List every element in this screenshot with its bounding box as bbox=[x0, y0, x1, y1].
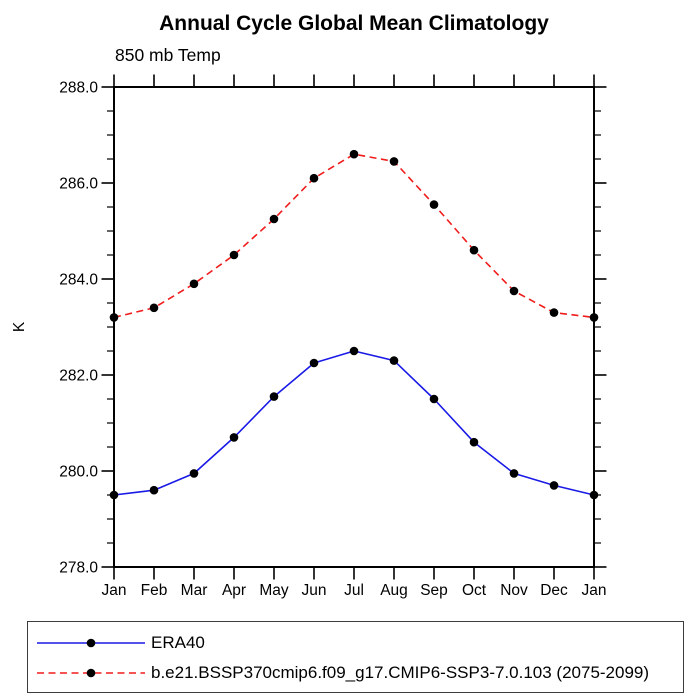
x-tick-label: Jul bbox=[344, 582, 364, 599]
x-tick-label: Sep bbox=[420, 582, 448, 599]
data-point bbox=[109, 313, 119, 322]
legend: ERA40 b.e21.BSSP370cmip6.f09_g17.CMIP6-S… bbox=[27, 621, 684, 693]
data-point bbox=[189, 279, 199, 289]
cmip6-swatch-marker-icon bbox=[86, 668, 96, 678]
data-point bbox=[429, 200, 439, 209]
x-tick-label: Aug bbox=[380, 582, 408, 599]
era40-swatch-marker-icon bbox=[86, 638, 96, 648]
x-tick-label: Jan bbox=[102, 582, 127, 599]
x-tick-label: Feb bbox=[141, 582, 168, 599]
chart-title: Annual Cycle Global Mean Climatology bbox=[159, 12, 549, 35]
data-point bbox=[149, 303, 159, 313]
data-point bbox=[109, 490, 119, 500]
data-point bbox=[589, 490, 599, 500]
data-point bbox=[509, 469, 519, 478]
y-tick-label: 286.0 bbox=[59, 176, 98, 193]
data-point bbox=[309, 358, 319, 368]
data-point bbox=[509, 286, 519, 296]
data-point bbox=[389, 157, 399, 166]
x-tick-label: Nov bbox=[500, 582, 528, 599]
x-tick-label: May bbox=[259, 582, 289, 599]
y-tick-label: 288.0 bbox=[59, 80, 98, 97]
y-tick-label: 282.0 bbox=[59, 368, 98, 385]
cmip6-legend-swatch bbox=[37, 668, 145, 678]
data-point bbox=[229, 250, 239, 260]
data-point bbox=[589, 313, 599, 322]
data-point bbox=[189, 469, 199, 478]
series-line-0 bbox=[113, 350, 595, 496]
data-point bbox=[549, 481, 559, 490]
x-tick-label: Jan bbox=[582, 582, 607, 599]
era40-legend-swatch bbox=[37, 638, 145, 648]
y-axis-title: K bbox=[11, 321, 28, 332]
series-line-1 bbox=[113, 153, 595, 319]
x-tick-label: Oct bbox=[462, 582, 487, 599]
legend-row-cmip6: b.e21.BSSP370cmip6.f09_g17.CMIP6-SSP3-7.… bbox=[34, 658, 683, 688]
y-tick-label: 280.0 bbox=[59, 464, 98, 481]
x-tick-label: Dec bbox=[540, 582, 568, 599]
data-point bbox=[149, 485, 159, 495]
data-point bbox=[349, 346, 359, 356]
data-point bbox=[429, 394, 439, 404]
data-point bbox=[349, 149, 359, 159]
data-point bbox=[269, 392, 279, 401]
data-point bbox=[389, 356, 399, 365]
x-tick-label: Apr bbox=[222, 582, 246, 599]
legend-label-era40: ERA40 bbox=[151, 633, 205, 652]
plot-border bbox=[113, 86, 595, 568]
chart-subtitle: 850 mb Temp bbox=[115, 45, 221, 65]
data-point bbox=[549, 308, 559, 317]
legend-label-cmip6: b.e21.BSSP370cmip6.f09_g17.CMIP6-SSP3-7.… bbox=[151, 663, 650, 682]
y-tick-label: 278.0 bbox=[59, 560, 98, 577]
data-point bbox=[309, 173, 319, 183]
data-point bbox=[469, 437, 479, 447]
data-point bbox=[229, 433, 239, 442]
x-tick-label: Mar bbox=[181, 582, 208, 599]
data-point bbox=[269, 214, 279, 224]
x-tick-label: Jun bbox=[302, 582, 327, 599]
y-tick-label: 284.0 bbox=[59, 272, 98, 289]
legend-row-era40: ERA40 bbox=[34, 628, 683, 658]
data-point bbox=[469, 245, 479, 255]
